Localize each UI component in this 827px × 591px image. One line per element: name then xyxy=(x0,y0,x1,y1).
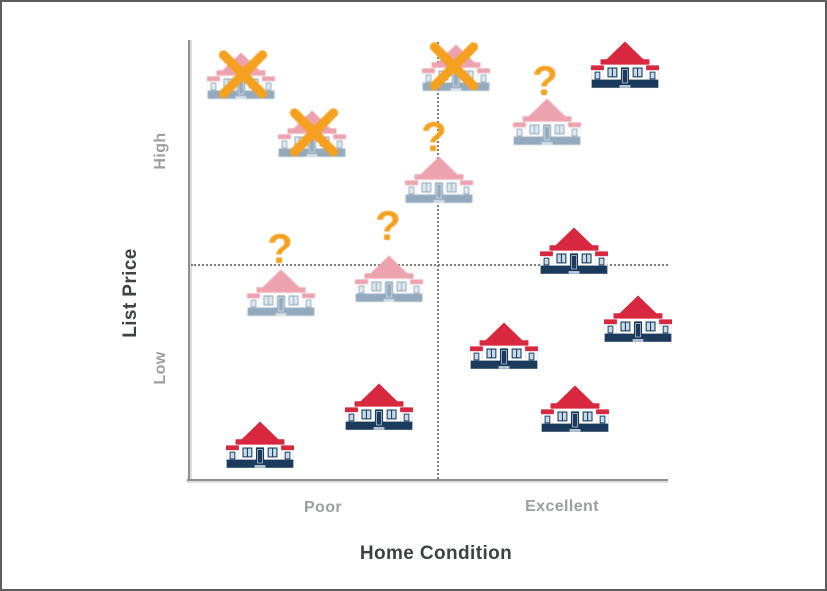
house-icon xyxy=(405,156,473,204)
x-tick-excellent: Excellent xyxy=(525,498,599,515)
house-icon xyxy=(513,98,581,146)
house-crossed-out xyxy=(422,42,490,95)
house-icon xyxy=(541,385,609,433)
price-threshold-dotted-line xyxy=(191,264,668,266)
house-crossed-out xyxy=(207,50,275,103)
house-icon xyxy=(226,421,294,469)
x-mark-icon xyxy=(289,108,339,157)
y-tick-low: Low xyxy=(152,351,169,385)
x-axis-line xyxy=(187,479,668,481)
house-crossed-out xyxy=(278,108,346,161)
house-normal xyxy=(226,420,294,472)
x-axis-title: Home Condition xyxy=(359,543,513,564)
house-normal xyxy=(470,321,538,373)
house-icon xyxy=(591,41,659,89)
x-tick-poor: Poor xyxy=(303,499,343,516)
y-axis-line xyxy=(188,40,190,481)
y-tick-high: High xyxy=(152,132,169,170)
house-icon xyxy=(345,383,413,431)
house-icon xyxy=(540,227,608,275)
x-mark-icon xyxy=(429,42,479,91)
question-mark-icon: ? xyxy=(421,113,447,160)
question-mark-icon: ? xyxy=(375,202,401,249)
house-question: ? xyxy=(405,116,473,207)
house-normal xyxy=(345,382,413,434)
question-mark-icon: ? xyxy=(532,57,558,104)
house-question: ? xyxy=(247,228,315,320)
house-icon xyxy=(470,322,538,370)
x-mark-icon xyxy=(218,50,268,99)
house-question: ? xyxy=(513,60,581,149)
house-normal xyxy=(541,384,609,436)
house-icon xyxy=(355,255,423,303)
question-mark-icon: ? xyxy=(267,225,293,272)
house-normal xyxy=(591,40,659,92)
house-icon xyxy=(247,269,315,317)
house-normal xyxy=(540,226,608,278)
condition-threshold-dotted-line xyxy=(437,42,439,479)
house-normal xyxy=(604,294,672,346)
house-icon xyxy=(604,295,672,343)
house-question: ? xyxy=(355,205,423,306)
y-axis-title: List Price xyxy=(120,248,141,338)
